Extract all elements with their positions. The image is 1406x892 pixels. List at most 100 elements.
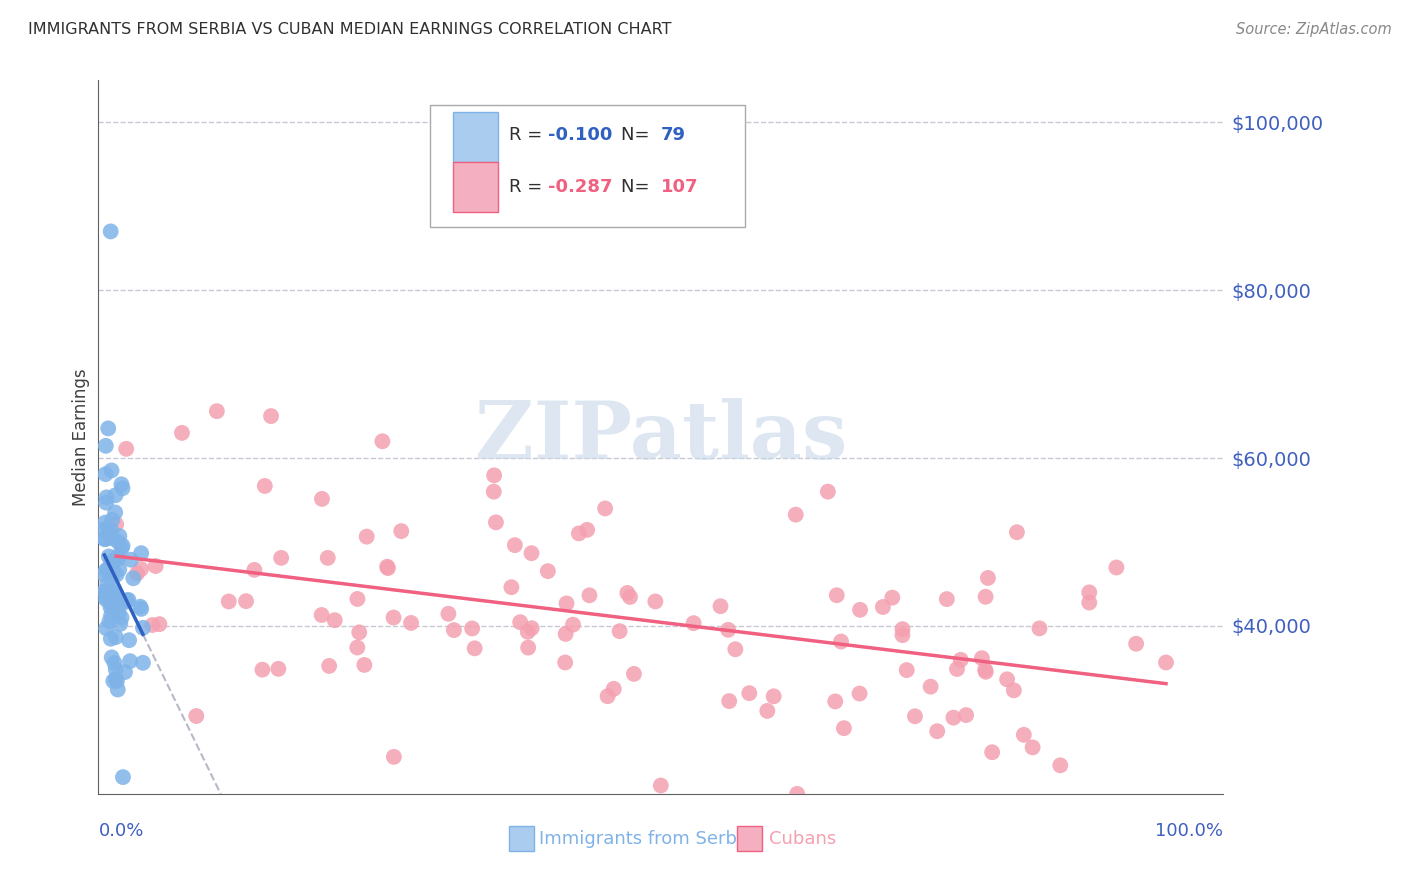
Point — [103, 591, 125, 605]
Point — [94, 516, 117, 530]
Point — [848, 687, 870, 701]
Point — [93, 567, 115, 582]
Point — [104, 630, 127, 644]
Point — [110, 477, 132, 491]
Point — [616, 586, 638, 600]
Point — [891, 628, 914, 642]
Point — [872, 599, 894, 614]
Point — [955, 708, 977, 723]
Point — [1154, 656, 1177, 670]
Text: 107: 107 — [661, 178, 699, 196]
Point — [97, 591, 120, 605]
Point — [129, 546, 152, 560]
Point — [122, 571, 145, 585]
Text: Cubans: Cubans — [769, 830, 837, 847]
Point — [107, 552, 129, 566]
Point — [104, 663, 127, 677]
Point — [1125, 637, 1147, 651]
Point — [1078, 596, 1101, 610]
Point — [129, 599, 152, 614]
Point — [619, 590, 641, 604]
Point — [382, 610, 405, 624]
Point — [977, 571, 1000, 585]
Point — [318, 659, 340, 673]
Point — [103, 584, 125, 599]
Point — [443, 623, 465, 637]
Point — [891, 622, 914, 636]
Point — [107, 535, 129, 549]
Point — [517, 640, 540, 655]
Point — [100, 600, 122, 615]
Point — [562, 617, 585, 632]
Point — [485, 516, 508, 530]
Point — [825, 588, 848, 602]
Point — [96, 588, 118, 602]
Point — [896, 663, 918, 677]
Point — [596, 690, 619, 704]
Point — [252, 663, 274, 677]
Point — [461, 622, 484, 636]
Point — [125, 566, 148, 581]
Point — [509, 615, 531, 630]
Point — [738, 686, 761, 700]
Point — [118, 633, 141, 648]
Point — [520, 546, 543, 560]
Point — [974, 663, 997, 677]
Point — [537, 564, 560, 578]
Point — [100, 224, 122, 238]
Point — [100, 650, 122, 665]
Text: Immigrants from Serbia: Immigrants from Serbia — [540, 830, 754, 847]
Point — [382, 749, 405, 764]
Point — [603, 681, 626, 696]
Point — [105, 673, 128, 688]
Point — [96, 576, 118, 591]
Point — [105, 567, 128, 582]
Point — [94, 563, 117, 577]
Point — [578, 588, 600, 602]
Point — [97, 549, 120, 564]
Point — [503, 538, 526, 552]
Text: R =: R = — [509, 127, 548, 145]
Point — [785, 508, 807, 522]
Point — [920, 680, 942, 694]
Point — [718, 694, 741, 708]
Point — [316, 550, 339, 565]
Point — [1021, 740, 1043, 755]
Point — [346, 591, 368, 606]
Point — [115, 442, 138, 456]
Point — [644, 594, 666, 608]
Point — [97, 522, 120, 536]
Point — [145, 559, 167, 574]
Point — [346, 640, 368, 655]
Point — [375, 559, 398, 574]
Point — [107, 606, 129, 620]
Point — [129, 602, 152, 616]
Point — [399, 615, 422, 630]
Point — [100, 555, 122, 569]
Point — [132, 621, 155, 635]
Point — [100, 463, 122, 477]
Point — [108, 562, 131, 576]
Point — [554, 627, 576, 641]
Point — [111, 770, 134, 784]
Point — [260, 409, 283, 423]
Point — [110, 610, 132, 624]
Point — [93, 532, 115, 546]
Point — [849, 603, 872, 617]
Text: N=: N= — [621, 178, 655, 196]
Text: 79: 79 — [661, 127, 686, 145]
Point — [93, 522, 115, 536]
Point — [96, 583, 118, 598]
Point — [253, 479, 276, 493]
Point — [832, 721, 855, 735]
Point — [946, 662, 969, 676]
Point — [949, 653, 972, 667]
Point — [555, 596, 578, 610]
Point — [111, 597, 134, 611]
Point — [94, 533, 117, 547]
Point — [935, 592, 957, 607]
Point — [186, 709, 208, 723]
Point — [105, 517, 128, 532]
Point — [942, 711, 965, 725]
Point — [576, 523, 599, 537]
